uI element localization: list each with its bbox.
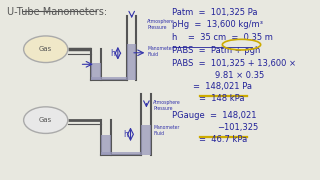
Text: −101,325: −101,325 bbox=[217, 123, 258, 132]
Polygon shape bbox=[101, 152, 141, 155]
Circle shape bbox=[24, 107, 68, 133]
Text: h: h bbox=[124, 130, 128, 139]
Text: Gas: Gas bbox=[39, 46, 52, 52]
Text: Patm  =  101,325 Pa: Patm = 101,325 Pa bbox=[172, 8, 258, 17]
Polygon shape bbox=[141, 125, 151, 155]
Text: Atmosphere
Pressure: Atmosphere Pressure bbox=[153, 100, 181, 111]
Text: h: h bbox=[110, 49, 115, 58]
Text: h    =  35 cm  =  0.35 m: h = 35 cm = 0.35 m bbox=[172, 33, 273, 42]
Text: Manometer
Fluid: Manometer Fluid bbox=[153, 125, 180, 136]
Text: ρHg  =  13,600 kg/m³: ρHg = 13,600 kg/m³ bbox=[172, 20, 263, 29]
Polygon shape bbox=[101, 135, 111, 155]
Text: 9.81 × 0.35: 9.81 × 0.35 bbox=[215, 71, 264, 80]
Text: PABS  =  Patm + ρgh: PABS = Patm + ρgh bbox=[172, 46, 261, 55]
Text: =  148 kPa: = 148 kPa bbox=[199, 94, 244, 103]
Text: =  46.7 kPa: = 46.7 kPa bbox=[199, 135, 247, 144]
Polygon shape bbox=[127, 44, 136, 80]
Text: =  148,021 Pa: = 148,021 Pa bbox=[193, 82, 252, 91]
Polygon shape bbox=[91, 62, 101, 80]
Text: Manometer
Fluid: Manometer Fluid bbox=[147, 46, 174, 57]
Text: Gas: Gas bbox=[39, 117, 52, 123]
Polygon shape bbox=[91, 77, 127, 80]
Text: PABS  =  101,325 + 13,600 ×: PABS = 101,325 + 13,600 × bbox=[172, 59, 296, 68]
Circle shape bbox=[24, 36, 68, 62]
Text: PGauge  =  148,021: PGauge = 148,021 bbox=[172, 111, 257, 120]
Text: U-Tube Manometers:: U-Tube Manometers: bbox=[7, 7, 108, 17]
Text: Atmosphere
Pressure: Atmosphere Pressure bbox=[147, 19, 175, 30]
